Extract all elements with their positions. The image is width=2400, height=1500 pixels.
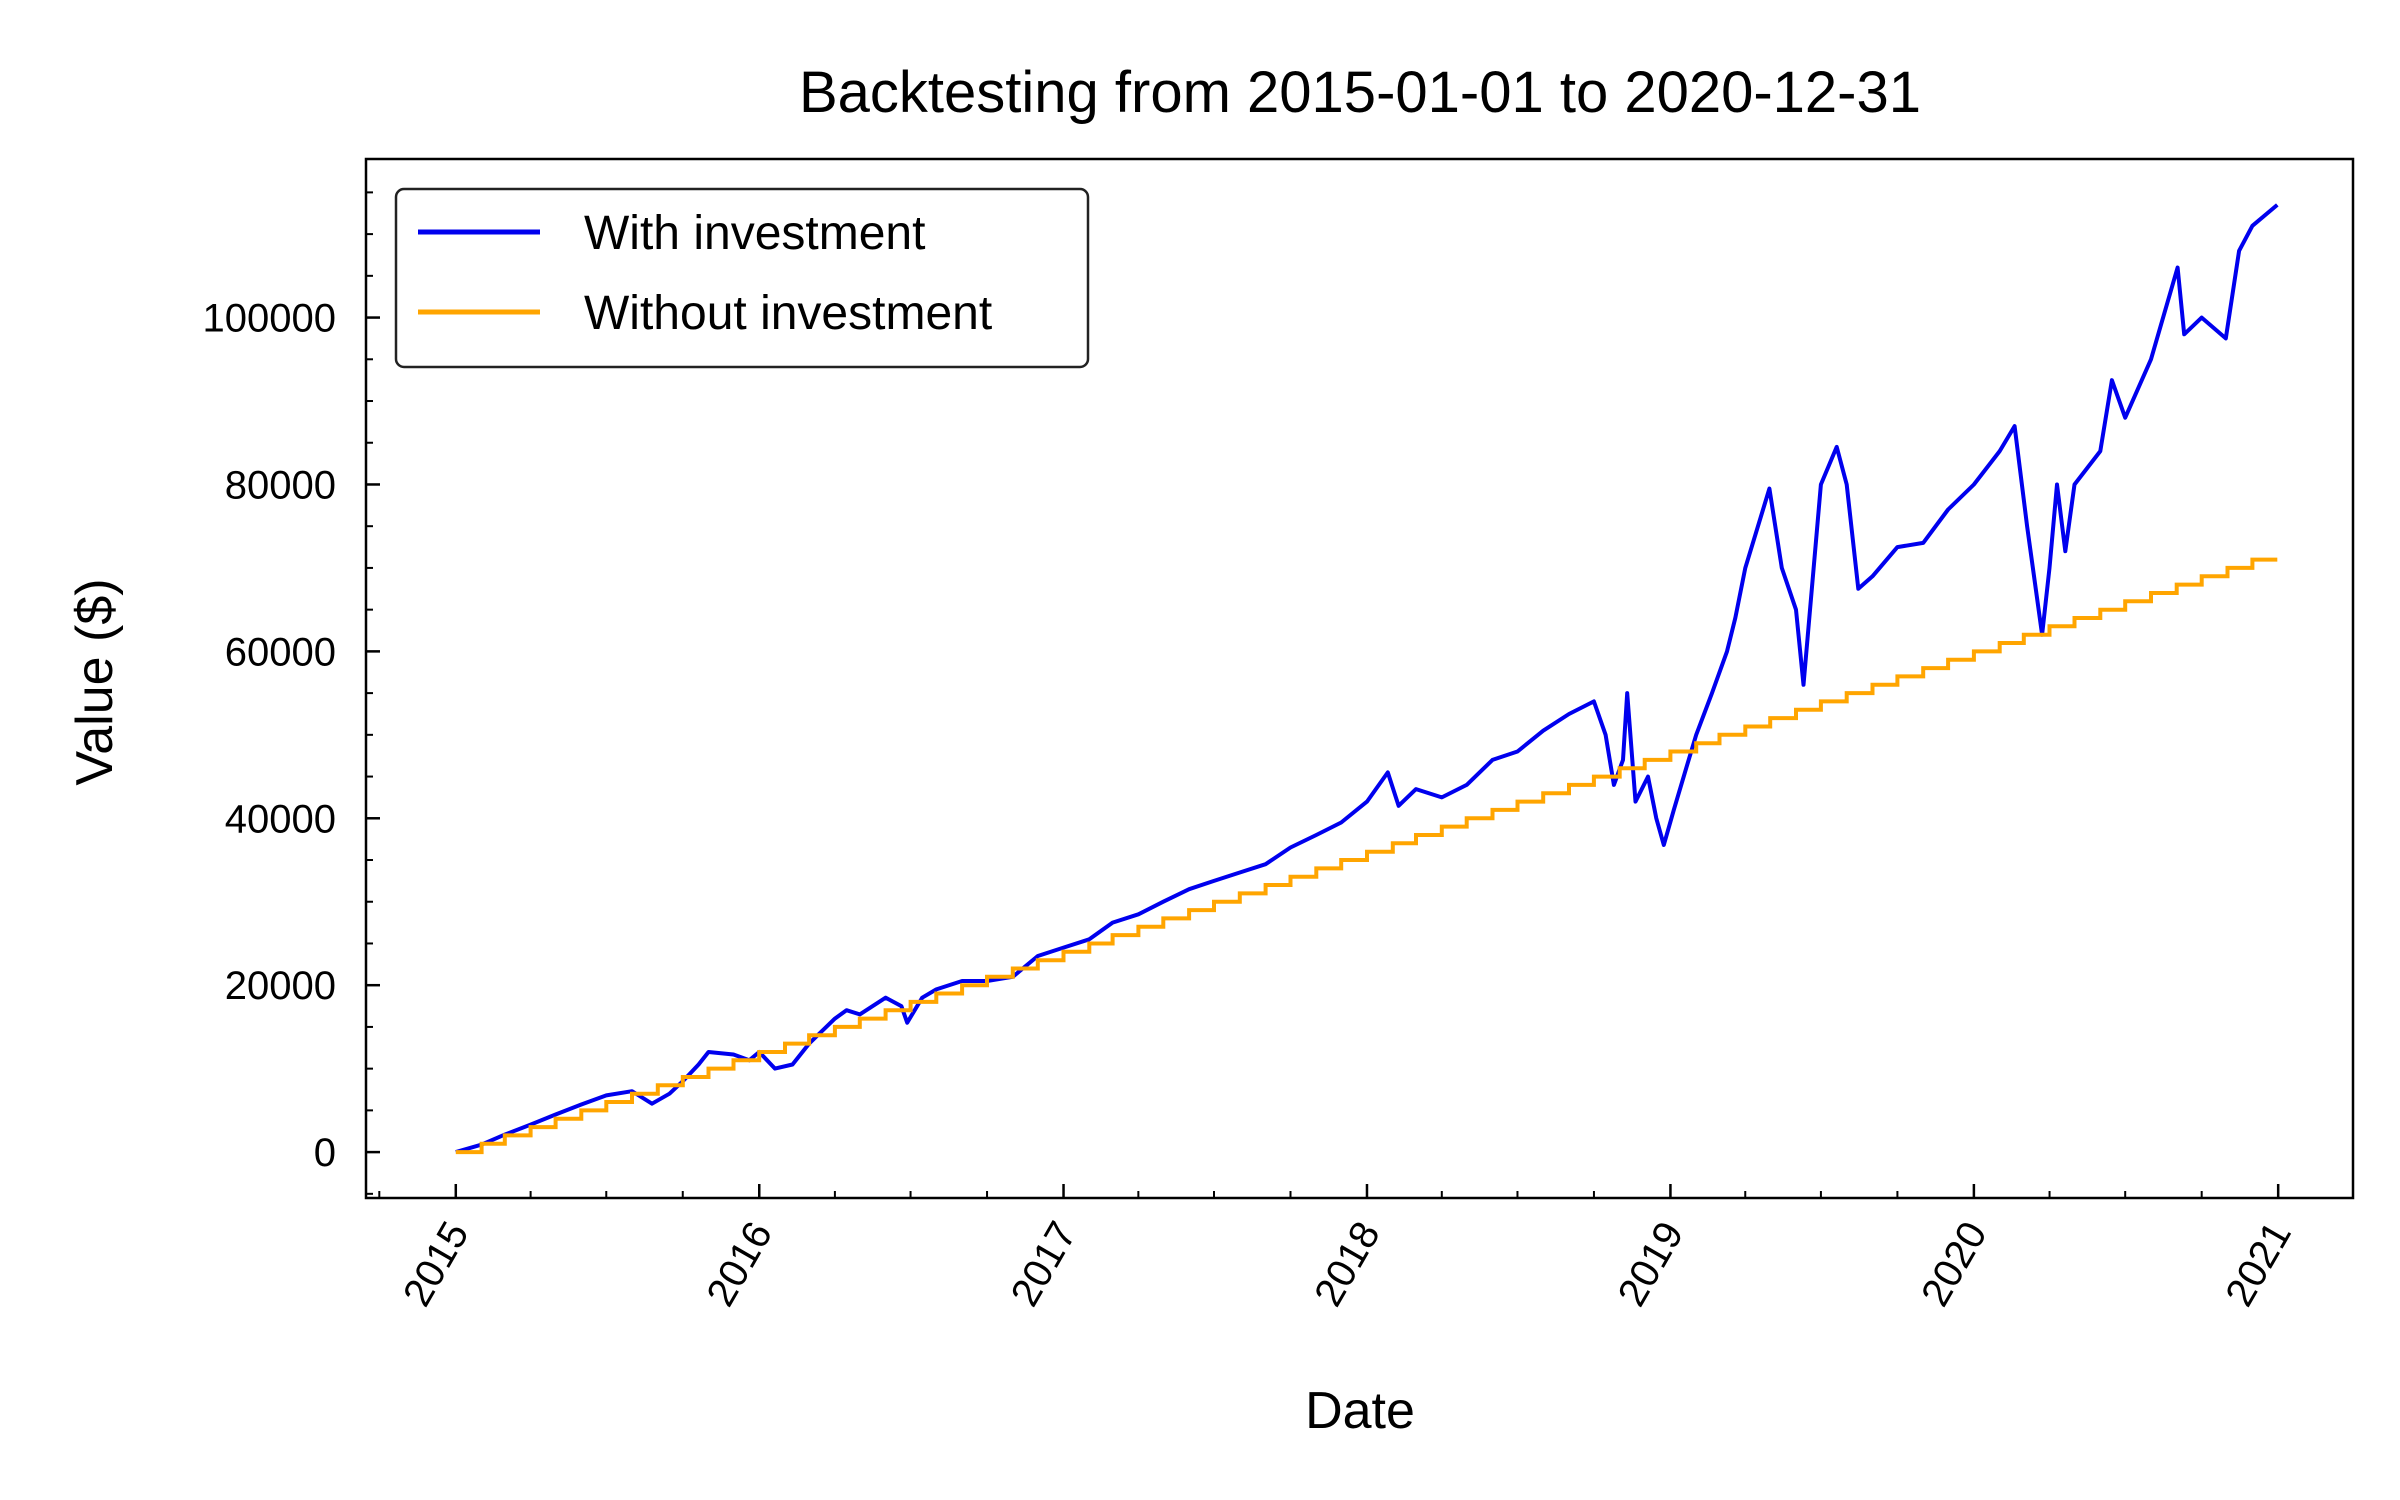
x-tick-label: 2016 <box>698 1215 781 1314</box>
legend-box <box>394 187 1090 369</box>
legend-label-with-investment: With investment <box>584 207 925 260</box>
x-tick-label: 2021 <box>2217 1215 2300 1314</box>
y-tick-label: 40000 <box>225 797 336 841</box>
series-line-with-investment <box>455 203 2279 1155</box>
x-tick-label: 2019 <box>1610 1215 1693 1314</box>
legend-label-without-investment: Without investment <box>584 287 992 340</box>
x-tick-label: 2017 <box>1003 1215 1086 1314</box>
x-tick-label: 2018 <box>1306 1215 1389 1314</box>
legend: With investment Without investment <box>394 187 1090 369</box>
x-tick-label: 2020 <box>1913 1215 1996 1314</box>
plot-frame <box>364 157 2355 1200</box>
y-tick-label: 0 <box>314 1131 336 1175</box>
y-tick-label: 100000 <box>203 297 336 341</box>
y-axis-title: Value ($) <box>66 578 124 785</box>
y-tick-label: 20000 <box>225 964 336 1008</box>
chart-title: Backtesting from 2015-01-01 to 2020-12-3… <box>799 60 1921 125</box>
x-axis-title: Date <box>1305 1382 1415 1440</box>
y-tick-label: 60000 <box>225 630 336 674</box>
series-layer <box>455 203 2279 1155</box>
y-tick-label: 80000 <box>225 463 336 507</box>
series-line-without-investment <box>455 557 2278 1155</box>
x-tick-label: 2015 <box>395 1215 478 1314</box>
